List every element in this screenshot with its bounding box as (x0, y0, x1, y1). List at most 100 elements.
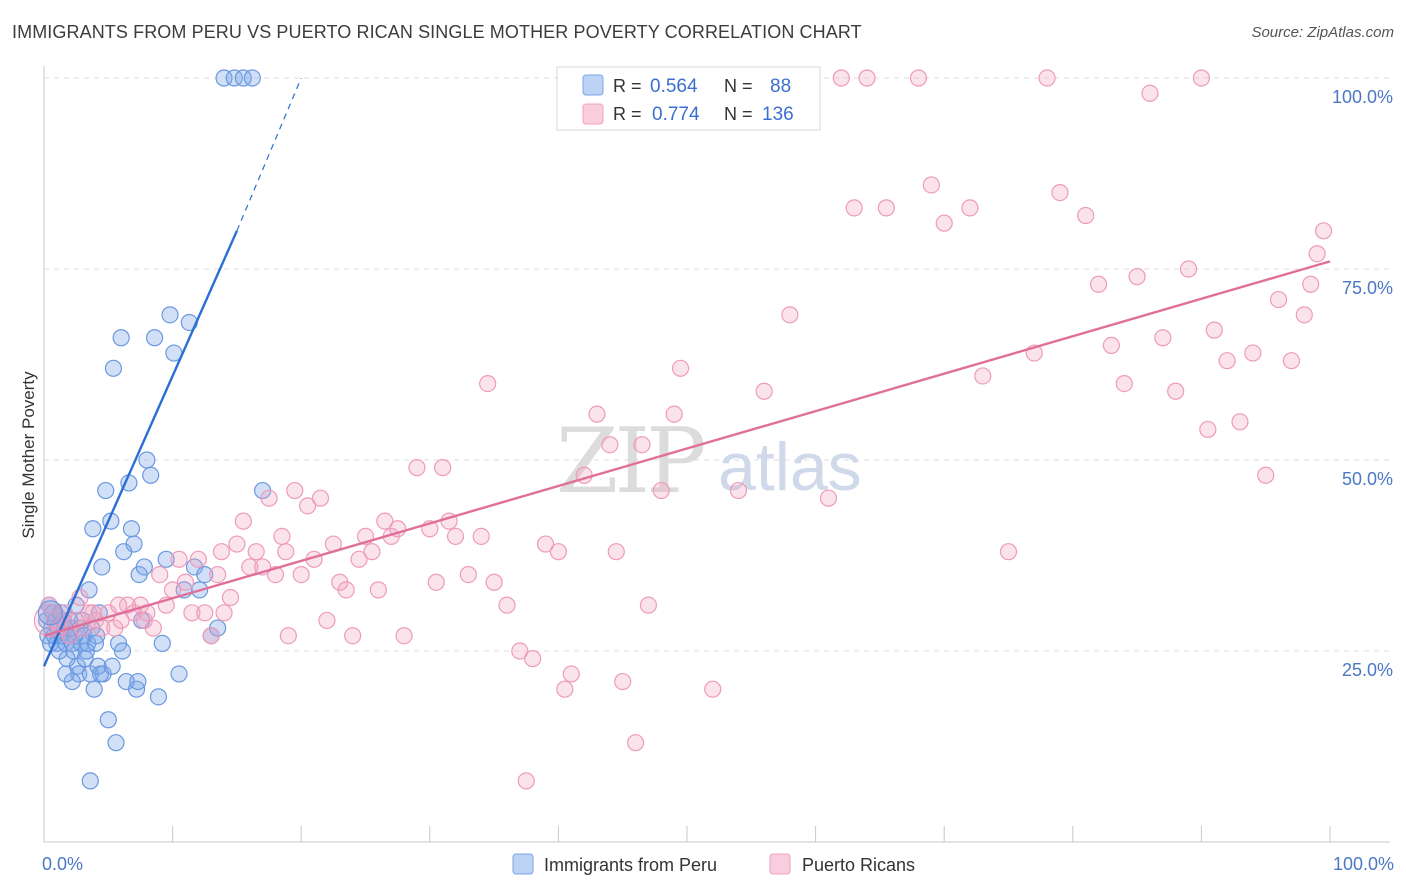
puerto-rican-point (665, 405, 683, 423)
puerto-rican-point (556, 680, 574, 698)
puerto-rican-point (498, 596, 516, 614)
peru-point (142, 466, 160, 484)
legend-n-value: 88 (770, 76, 791, 97)
puerto-rican-point (704, 680, 722, 698)
puerto-rican-point (832, 69, 850, 87)
puerto-rican-point (202, 627, 220, 645)
puerto-rican-point (376, 512, 394, 530)
puerto-rican-point (1231, 413, 1249, 431)
puerto-rican-point (536, 535, 555, 553)
puerto-rican-point (1314, 222, 1333, 240)
puerto-rican-point (446, 527, 465, 546)
puerto-rican-point (318, 611, 336, 630)
peru-point (196, 565, 214, 584)
puerto-rican-point (1269, 290, 1288, 309)
peru-point (97, 481, 115, 500)
x-tick-labels: 0.0% 100.0% (42, 854, 1394, 874)
puerto-rican-point (588, 405, 606, 423)
puerto-rican-point (485, 573, 503, 591)
puerto-rican-point (1167, 382, 1185, 400)
peru-point (122, 520, 141, 538)
puerto-rican-point (562, 665, 580, 683)
puerto-rican-point (607, 543, 625, 561)
puerto-rican-point (1051, 184, 1069, 202)
peru-point (103, 657, 121, 675)
puerto-rican-point (626, 734, 645, 752)
puerto-rican-point (1199, 420, 1217, 439)
peru-point (93, 558, 111, 576)
puerto-rican-point (511, 642, 529, 660)
puerto-rican-point (1038, 69, 1056, 87)
puerto-rican-point (369, 581, 387, 599)
puerto-rican-point (639, 596, 658, 614)
legend-r-value: 0.564 (650, 76, 698, 97)
puerto-rican-point (286, 481, 304, 500)
puerto-rican-point (652, 481, 670, 500)
legend-r-label: R = (613, 104, 642, 124)
puerto-rican-point (196, 604, 214, 622)
peru-point (113, 642, 132, 660)
bottom-legend-swatch-peru (512, 853, 534, 875)
legend-n-value: 136 (762, 104, 794, 125)
puerto-rican-point (858, 69, 876, 87)
puerto-rican-point (524, 650, 542, 668)
puerto-rican-point (247, 543, 265, 561)
watermark: ZIP atlas (556, 409, 862, 514)
puerto-rican-point (151, 565, 169, 584)
bottom-legend: Immigrants from Peru Puerto Ricans (512, 853, 915, 875)
peru-point (138, 451, 156, 469)
peru-point (37, 600, 64, 626)
puerto-rican-point (311, 489, 330, 507)
puerto-rican-point (755, 382, 773, 400)
puerto-rican-point (221, 588, 240, 607)
puerto-rican-point (1115, 375, 1133, 393)
peru-point (85, 680, 103, 698)
peru-trend-extension (236, 77, 302, 232)
peru-point (157, 550, 175, 568)
puerto-rican-point (999, 543, 1018, 561)
puerto-rican-point (1282, 352, 1301, 370)
legend-swatch-puerto-rican (582, 103, 604, 125)
puerto-rican-point (228, 535, 246, 553)
puerto-rican-point (273, 527, 291, 546)
y-tick-label: 100.0% (1332, 87, 1393, 107)
bottom-legend-label-puerto-rican: Puerto Ricans (802, 855, 915, 875)
puerto-rican-point (1192, 69, 1211, 87)
puerto-rican-point (1244, 344, 1262, 362)
peru-point (57, 665, 75, 683)
x-tick-label: 0.0% (42, 854, 83, 874)
grid (44, 77, 1390, 652)
peru-point (145, 329, 164, 347)
puerto-rican-point (109, 596, 128, 614)
puerto-rican-point (961, 199, 979, 217)
puerto-rican-point (292, 565, 310, 584)
puerto-rican-point (350, 550, 368, 568)
peru-point (107, 734, 125, 752)
puerto-rican-point (877, 199, 895, 217)
chart-source: Source: ZipAtlas.com (1251, 24, 1394, 41)
puerto-rican-point (459, 565, 477, 584)
peru-point (129, 672, 147, 691)
trend-lines (42, 77, 1331, 667)
puerto-rican-point (279, 627, 297, 645)
peru-point (225, 69, 243, 87)
puerto-rican-point (344, 627, 362, 645)
peru-point (243, 69, 261, 87)
y-tick-label: 25.0% (1342, 660, 1393, 680)
puerto-rican-point (935, 214, 953, 232)
puerto-rican-point (1141, 84, 1159, 102)
puerto-rican-point (1179, 260, 1198, 278)
puerto-rican-point (729, 481, 748, 500)
y-tick-label: 50.0% (1342, 469, 1393, 489)
y-axis-title: Single Mother Poverty (19, 371, 38, 539)
puerto-rican-point (408, 459, 426, 477)
puerto-rican-point (215, 604, 233, 622)
peru-point (81, 772, 99, 790)
watermark-zip: ZIP (556, 409, 704, 514)
puerto-rican-point (614, 672, 632, 691)
puerto-rican-point (260, 489, 278, 507)
peru-point (149, 688, 168, 706)
legend-n-label: N = (724, 76, 753, 96)
puerto-rican-point (479, 375, 497, 393)
peru-point (104, 359, 123, 377)
